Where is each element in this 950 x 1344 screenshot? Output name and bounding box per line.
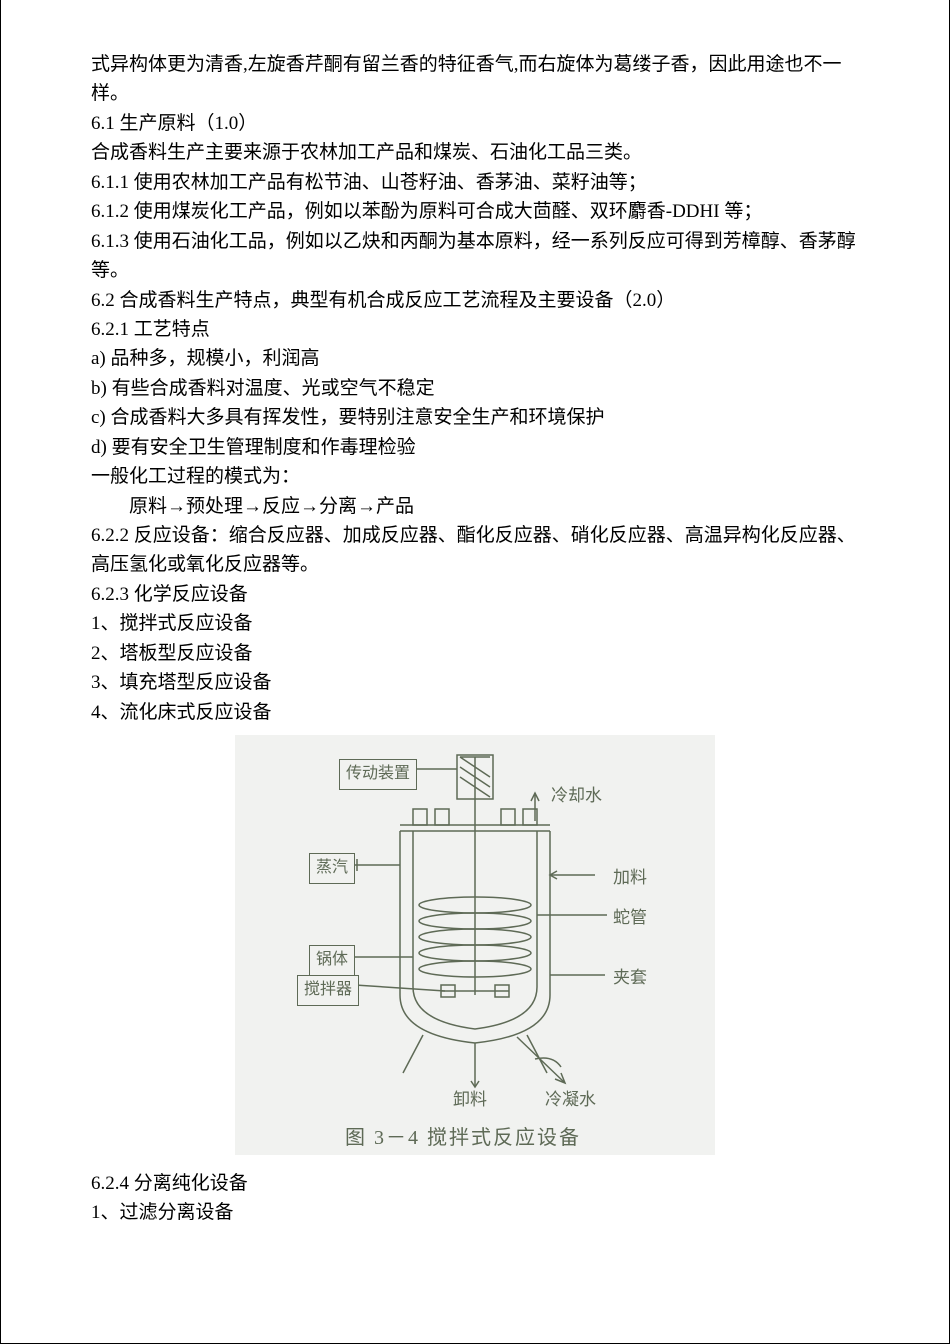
list-item-2: 2、塔板型反应设备 — [91, 639, 859, 668]
label-discharge: 卸料 — [453, 1087, 487, 1113]
heading-6-2-1: 6.2.1 工艺特点 — [91, 315, 859, 344]
figure-caption: 图 3－4 搅拌式反应设备 — [345, 1123, 581, 1154]
process-flow: 原料→预处理→反应→分离→产品 — [91, 492, 859, 521]
heading-6-2-4: 6.2.4 分离纯化设备 — [91, 1169, 859, 1198]
label-cool-water: 冷却水 — [551, 783, 602, 809]
reactor-diagram: 传动装置 冷却水 蒸汽 加料 蛇管 锅体 搅拌器 夹套 卸料 冷凝水 图 3－4… — [235, 735, 715, 1155]
label-coil: 蛇管 — [613, 905, 647, 931]
heading-6-2: 6.2 合成香料生产特点，典型有机合成反应工艺流程及主要设备（2.0） — [91, 286, 859, 315]
figure-3-4: 传动装置 冷却水 蒸汽 加料 蛇管 锅体 搅拌器 夹套 卸料 冷凝水 图 3－4… — [91, 735, 859, 1164]
paragraph-intro: 式异构体更为清香,左旋香芹酮有留兰香的特征香气,而右旋体为葛缕子香，因此用途也不… — [91, 50, 859, 109]
paragraph-6-1-body: 合成香料生产主要来源于农林加工产品和煤炭、石油化工品三类。 — [91, 138, 859, 167]
list-item-c: c) 合成香料大多具有挥发性，要特别注意安全生产和环境保护 — [91, 403, 859, 432]
paragraph-6-1-3: 6.1.3 使用石油化工品，例如以乙炔和丙酮为基本原料，经一系列反应可得到芳樟醇… — [91, 227, 859, 286]
paragraph-6-2-2: 6.2.2 反应设备：缩合反应器、加成反应器、酯化反应器、硝化反应器、高温异构化… — [91, 521, 859, 580]
paragraph-mode: 一般化工过程的模式为： — [91, 462, 859, 491]
paragraph-6-1-1: 6.1.1 使用农林加工产品有松节油、山苍籽油、香茅油、菜籽油等； — [91, 168, 859, 197]
document-page: 式异构体更为清香,左旋香芹酮有留兰香的特征香气,而右旋体为葛缕子香，因此用途也不… — [0, 0, 950, 1344]
label-jacket: 夹套 — [613, 965, 647, 991]
label-steam-box: 蒸汽 — [309, 853, 355, 884]
heading-6-1: 6.1 生产原料（1.0） — [91, 109, 859, 138]
list-item-a: a) 品种多，规模小，利润高 — [91, 344, 859, 373]
label-condensate: 冷凝水 — [545, 1087, 596, 1113]
label-stirrer-box: 搅拌器 — [297, 975, 359, 1006]
list-item-4: 4、流化床式反应设备 — [91, 698, 859, 727]
label-feed: 加料 — [613, 865, 647, 891]
list-item-1: 1、搅拌式反应设备 — [91, 609, 859, 638]
list-item-6-2-4-1: 1、过滤分离设备 — [91, 1198, 859, 1227]
heading-6-2-3: 6.2.3 化学反应设备 — [91, 580, 859, 609]
paragraph-6-1-2: 6.1.2 使用煤炭化工产品，例如以苯酚为原料可合成大茴醛、双环麝香-DDHI … — [91, 197, 859, 226]
label-body-box: 锅体 — [309, 945, 355, 976]
list-item-d: d) 要有安全卫生管理制度和作毒理检验 — [91, 433, 859, 462]
label-drive-box: 传动装置 — [339, 759, 417, 790]
list-item-3: 3、填充塔型反应设备 — [91, 668, 859, 697]
list-item-b: b) 有些合成香料对温度、光或空气不稳定 — [91, 374, 859, 403]
